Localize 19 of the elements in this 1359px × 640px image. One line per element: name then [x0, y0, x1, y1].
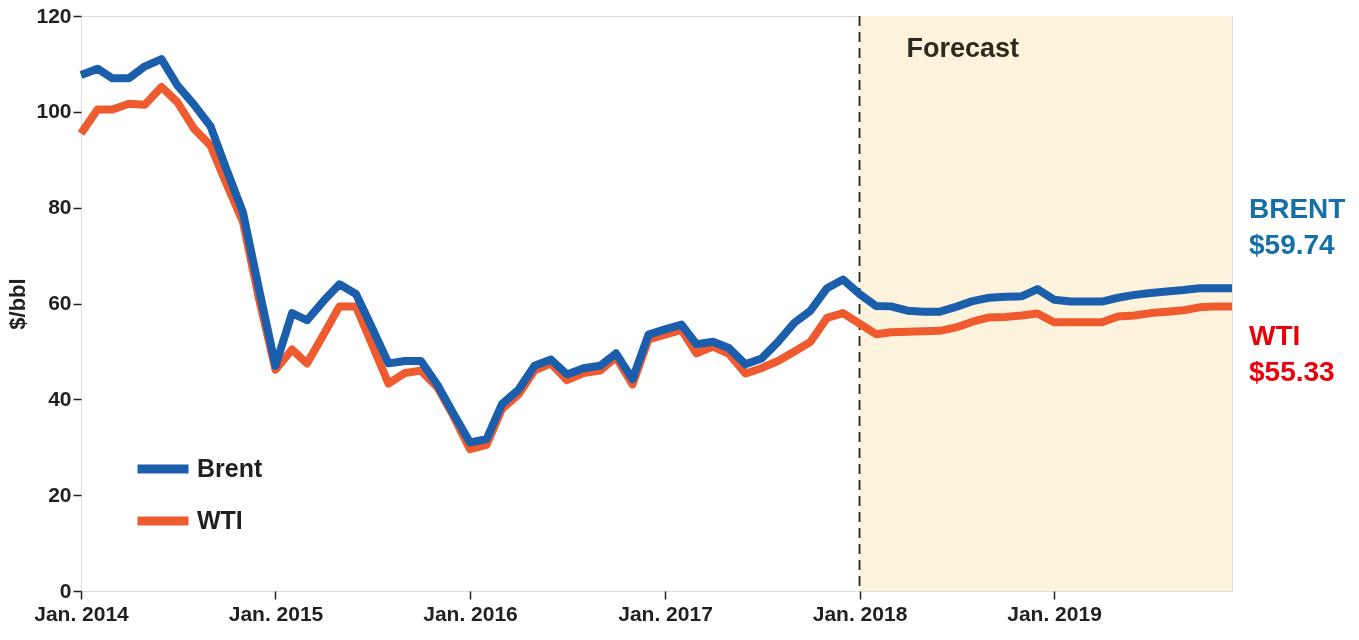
x-tick-label: Jan. 2017: [618, 601, 713, 625]
y-axis-title: $/bbl: [5, 278, 31, 330]
text: BRENT $59.74: [1249, 193, 1346, 260]
y-tick-label: 40: [48, 386, 72, 410]
y-tick-label: 0: [59, 578, 72, 602]
y-tick-label: 80: [48, 195, 72, 219]
y-tick-label: 20: [48, 482, 72, 506]
text: WTI $55.33: [1249, 320, 1335, 387]
band-label: Forecast: [906, 33, 1020, 63]
x-tick-label: Jan. 2016: [423, 601, 518, 625]
x-tick-label: Jan. 2019: [1007, 601, 1102, 625]
x-tick-label: Jan. 2014: [34, 601, 130, 625]
legend-label: WTI: [197, 506, 243, 534]
y-tick-label: 100: [36, 99, 72, 123]
legend-label: Brent: [197, 454, 263, 482]
y-tick-label: 60: [48, 291, 72, 314]
x-tick-label: Jan. 2018: [812, 601, 908, 625]
x-tick-label: Jan. 2015: [228, 601, 324, 625]
y-tick-label: 120: [36, 3, 72, 27]
